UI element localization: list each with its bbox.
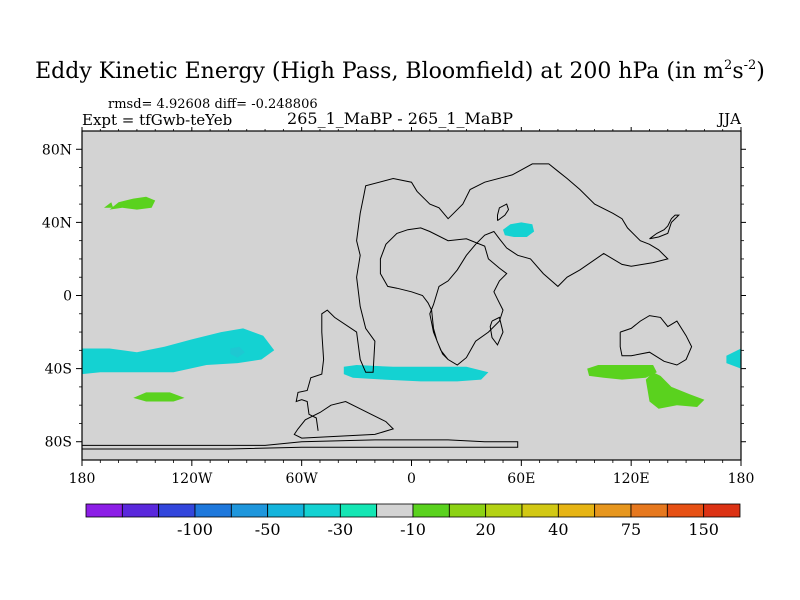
colorbar-box [594, 503, 632, 518]
colorbar-box [85, 503, 123, 518]
y-tick-label: 40N [42, 215, 72, 231]
coastline-caspian-outline [497, 203, 510, 222]
anomaly-region-north-pacific-positive [109, 196, 156, 210]
colorbar-box [230, 503, 269, 518]
colorbar-box [448, 503, 487, 518]
colorbar-box [412, 503, 450, 518]
stats-label: rmsd= 4.92608 diff= -0.248806 [108, 97, 318, 112]
anomaly-region-south-pacific-small-positive [133, 392, 185, 402]
colorbar-box [666, 503, 705, 518]
x-tick-label: 120W [171, 471, 213, 487]
colorbar-label: 150 [688, 520, 719, 539]
colorbar-box [194, 503, 232, 518]
y-tick-label: 80N [42, 142, 72, 158]
x-tick-label: 180 [69, 471, 96, 487]
colorbar-box [521, 503, 559, 518]
coastline-indian-ocean-island [489, 316, 504, 346]
anomaly-region-australia-positive [645, 372, 705, 409]
chart-title: Eddy Kinetic Energy (High Pass, Bloomfie… [35, 58, 765, 84]
x-tick-label: 180 [728, 471, 755, 487]
coastline-afro-eurasia [295, 163, 669, 431]
colorbar-box [376, 503, 414, 518]
colorbar-label: 20 [475, 520, 495, 539]
x-tick-label: 60E [507, 471, 535, 487]
y-tick-label: 40S [45, 362, 72, 378]
colorbar-label: -50 [255, 520, 281, 539]
x-tick-label: 60W [286, 471, 319, 487]
colorbar-box [121, 503, 160, 518]
colorbar-label: -10 [400, 520, 426, 539]
colorbar-box [485, 503, 523, 518]
colorbar-label: 75 [621, 520, 641, 539]
y-tick-label: 80S [45, 435, 72, 451]
colorbar-label: 40 [548, 520, 568, 539]
colorbar-box [630, 503, 668, 518]
anomaly-region-north-pacific-positive-tail [104, 202, 114, 208]
anomaly-region-dateline-negative [726, 348, 741, 369]
colorbar-label: -30 [327, 520, 353, 539]
anomaly-region-south-pacific-core [230, 346, 245, 358]
x-tick-label: 0 [407, 471, 416, 487]
y-tick-label: 0 [63, 289, 72, 305]
x-tick-label: 120E [613, 471, 650, 487]
colorbar-box [303, 503, 341, 518]
center-subtitle: 265_1_MaBP - 265_1_MaBP [287, 109, 513, 128]
coastline-antarctic-peninsula [293, 400, 395, 439]
anomaly-region-south-atlantic-negative [343, 365, 489, 382]
coastline-antarctica [82, 439, 519, 450]
colorbar-label: -100 [177, 520, 213, 539]
anomaly-region-indian-ocean-positive [587, 365, 657, 380]
coastline-australia [619, 315, 693, 366]
colorbar-box [557, 503, 596, 518]
anomaly-region-south-pacific-negative [82, 328, 275, 375]
experiment-label: Expt = tfGwb-teYeb [82, 111, 233, 129]
colorbar-box [158, 503, 196, 518]
anomaly-region-eurasia-negative [503, 222, 535, 237]
colorbar-box [339, 503, 378, 518]
colorbar-box [267, 503, 305, 518]
coastline-japan-outline [649, 214, 681, 240]
season-label: JJA [718, 110, 741, 128]
map-background [82, 131, 741, 460]
colorbar-box [703, 503, 741, 518]
